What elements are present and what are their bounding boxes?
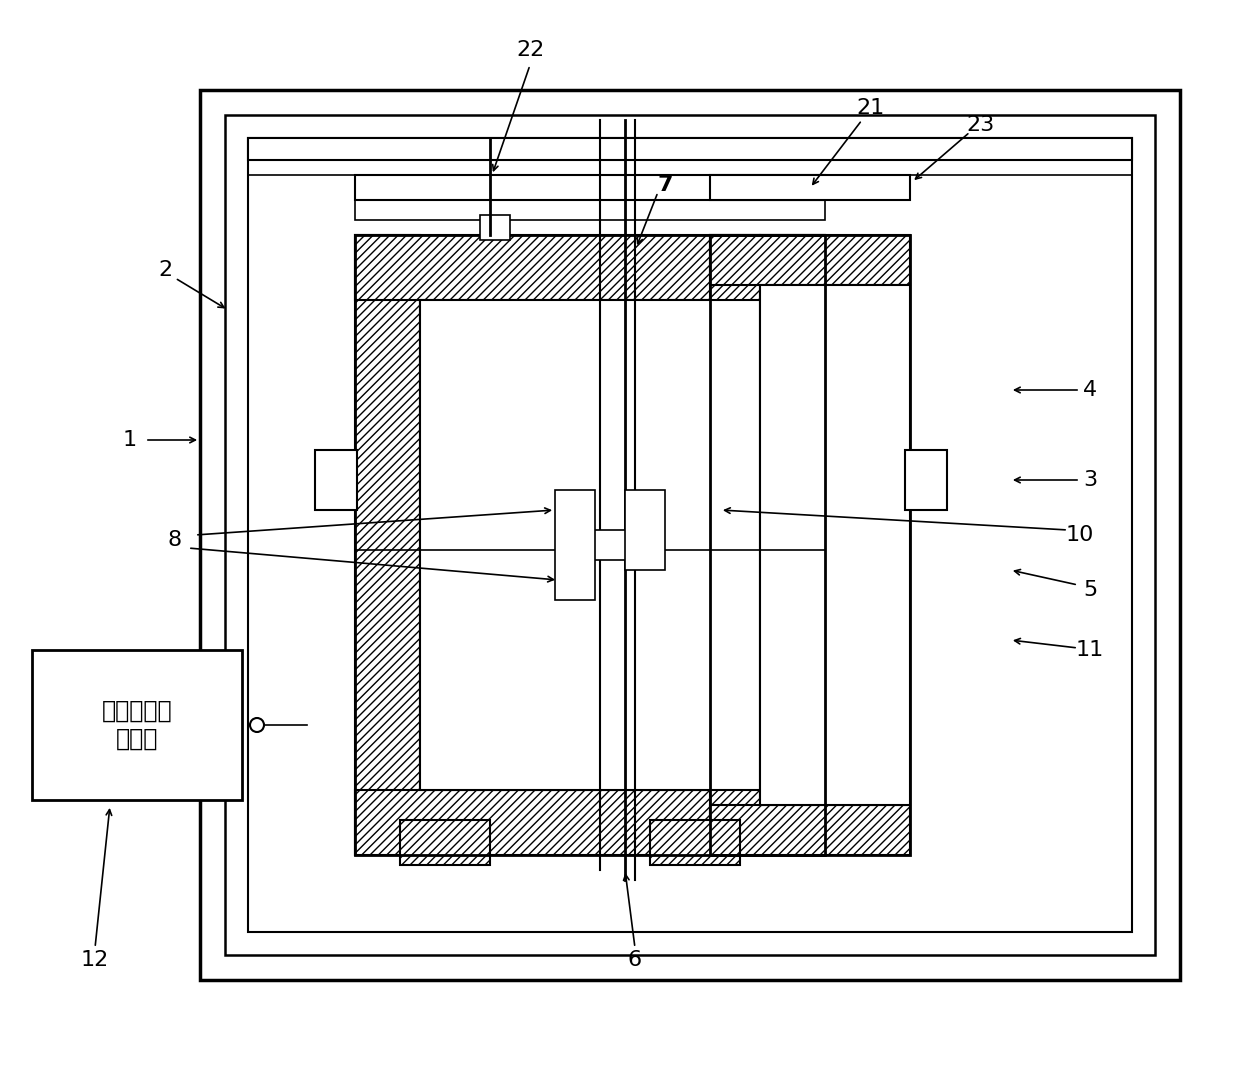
Text: 21: 21 <box>856 98 884 118</box>
Text: 8: 8 <box>167 529 182 550</box>
Bar <box>580 529 660 560</box>
Bar <box>224 115 1154 955</box>
Bar <box>355 235 825 300</box>
Bar <box>355 200 825 220</box>
Bar <box>248 137 1132 932</box>
Text: 11: 11 <box>1076 640 1104 661</box>
Bar <box>355 790 825 855</box>
Bar <box>711 235 910 285</box>
Bar <box>650 821 740 865</box>
Text: 2: 2 <box>157 260 172 280</box>
Text: 12: 12 <box>81 950 109 970</box>
Bar <box>711 175 910 200</box>
Bar <box>905 450 947 510</box>
Bar <box>355 235 825 855</box>
Text: 3: 3 <box>1083 470 1097 490</box>
Bar <box>401 821 490 865</box>
Bar <box>480 215 510 240</box>
Bar <box>315 450 357 510</box>
Bar <box>760 285 910 806</box>
Bar <box>355 235 420 855</box>
Bar <box>625 490 665 570</box>
Text: 22: 22 <box>516 40 544 60</box>
Text: 7: 7 <box>657 175 673 195</box>
Bar <box>556 490 595 600</box>
Bar <box>711 235 910 855</box>
Bar <box>248 160 1132 175</box>
Bar <box>248 137 1132 160</box>
Text: 1: 1 <box>123 430 138 450</box>
Bar <box>32 650 242 800</box>
Bar <box>420 300 760 790</box>
Text: 4: 4 <box>1083 380 1097 400</box>
Bar <box>200 90 1180 979</box>
Text: 多通道温度
记录仪: 多通道温度 记录仪 <box>102 699 172 751</box>
Text: 23: 23 <box>966 115 994 135</box>
Text: 5: 5 <box>1083 580 1097 600</box>
Bar <box>760 235 825 855</box>
Bar <box>355 175 825 200</box>
Bar <box>711 806 910 855</box>
Text: 6: 6 <box>627 950 642 970</box>
Bar <box>711 235 760 855</box>
Text: 10: 10 <box>1066 525 1094 545</box>
